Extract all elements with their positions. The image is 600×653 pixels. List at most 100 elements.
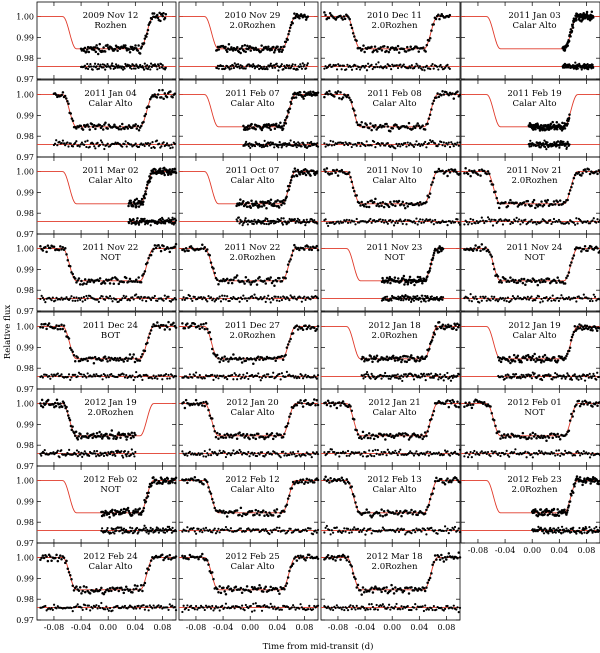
- flux-point: [78, 283, 82, 286]
- flux-point: [152, 95, 155, 98]
- flux-point: [172, 321, 175, 325]
- flux-point: [563, 282, 567, 285]
- residual-point: [535, 223, 538, 226]
- flux-point: [140, 197, 144, 201]
- residual-point: [349, 221, 352, 224]
- residual-point: [85, 376, 88, 379]
- flux-point: [286, 38, 289, 42]
- residual-point: [578, 218, 582, 222]
- flux-point: [39, 245, 42, 248]
- flux-point: [409, 45, 412, 48]
- residual-point: [305, 218, 308, 221]
- flux-point: [239, 51, 242, 55]
- flux-point: [284, 277, 287, 280]
- residual-point: [241, 65, 244, 68]
- residual-point: [101, 141, 104, 144]
- flux-point: [291, 332, 295, 335]
- residual-point: [500, 219, 503, 222]
- residual-point: [554, 299, 557, 302]
- flux-point: [189, 245, 193, 248]
- residual-point: [488, 218, 491, 221]
- flux-point: [289, 258, 292, 261]
- residual-point: [236, 220, 239, 223]
- flux-point: [279, 45, 283, 49]
- residual-point: [114, 63, 118, 66]
- flux-point: [93, 48, 96, 52]
- panel-frame: [320, 233, 461, 312]
- flux-point: [242, 200, 245, 203]
- flux-point: [456, 90, 459, 93]
- residual-point: [106, 374, 109, 377]
- residual-point: [530, 295, 533, 298]
- residual-point: [270, 375, 274, 378]
- residual-point: [250, 295, 254, 298]
- residual-point: [280, 298, 284, 302]
- flux-point: [103, 282, 107, 285]
- flux-point: [81, 128, 85, 131]
- residual-point: [316, 297, 320, 300]
- residual-point: [402, 63, 405, 66]
- flux-point: [65, 405, 68, 409]
- flux-point: [83, 278, 87, 281]
- flux-point: [62, 401, 66, 405]
- flux-point: [243, 282, 246, 285]
- flux-point: [295, 12, 299, 16]
- residual-point: [301, 296, 305, 300]
- residual-point: [197, 376, 200, 379]
- residual-point: [310, 140, 313, 144]
- residual-point: [392, 224, 396, 227]
- flux-point: [70, 117, 74, 120]
- flux-point: [225, 277, 229, 281]
- flux-point: [90, 122, 94, 126]
- residual-point: [303, 63, 306, 66]
- residual-point: [132, 378, 135, 382]
- residual-point: [132, 298, 135, 301]
- residual-point: [278, 299, 281, 303]
- panel-date: 2011 Nov 23: [367, 243, 423, 253]
- flux-point: [215, 353, 219, 357]
- flux-point: [581, 172, 584, 175]
- residual-point: [516, 295, 519, 298]
- flux-point: [394, 46, 397, 50]
- flux-point: [141, 352, 144, 356]
- residual-point: [453, 221, 457, 224]
- residual-point: [549, 374, 552, 377]
- residual-point: [107, 297, 110, 300]
- flux-point: [114, 48, 117, 51]
- residual-point: [170, 143, 173, 146]
- flux-point: [208, 254, 212, 257]
- flux-point: [269, 276, 272, 279]
- flux-point: [362, 356, 365, 359]
- residual-point: [530, 218, 533, 221]
- residual-point: [146, 374, 149, 377]
- flux-point: [145, 35, 148, 38]
- flux-point: [561, 121, 564, 125]
- residual-point: [81, 300, 84, 303]
- residual-point: [468, 221, 471, 224]
- flux-point: [395, 48, 399, 51]
- residual-point: [245, 372, 249, 375]
- flux-point: [591, 16, 595, 19]
- flux-point: [348, 17, 351, 21]
- flux-point: [365, 205, 368, 209]
- flux-point: [217, 282, 220, 286]
- flux-point: [297, 93, 301, 97]
- residual-point: [96, 141, 99, 144]
- residual-point: [310, 218, 314, 221]
- residual-point: [53, 142, 57, 145]
- flux-point: [434, 17, 438, 21]
- residual-point: [244, 67, 247, 70]
- residual-point: [74, 141, 77, 144]
- residual-point: [371, 67, 374, 71]
- flux-point: [202, 322, 205, 326]
- flux-point: [246, 124, 250, 127]
- flux-point: [432, 254, 435, 257]
- flux-point: [44, 322, 47, 326]
- flux-point: [278, 50, 281, 53]
- residual-point: [279, 219, 282, 222]
- residual-point: [221, 65, 225, 68]
- flux-point: [370, 199, 373, 202]
- residual-point: [451, 376, 454, 379]
- residual-point: [146, 64, 149, 67]
- residual-point: [217, 377, 220, 380]
